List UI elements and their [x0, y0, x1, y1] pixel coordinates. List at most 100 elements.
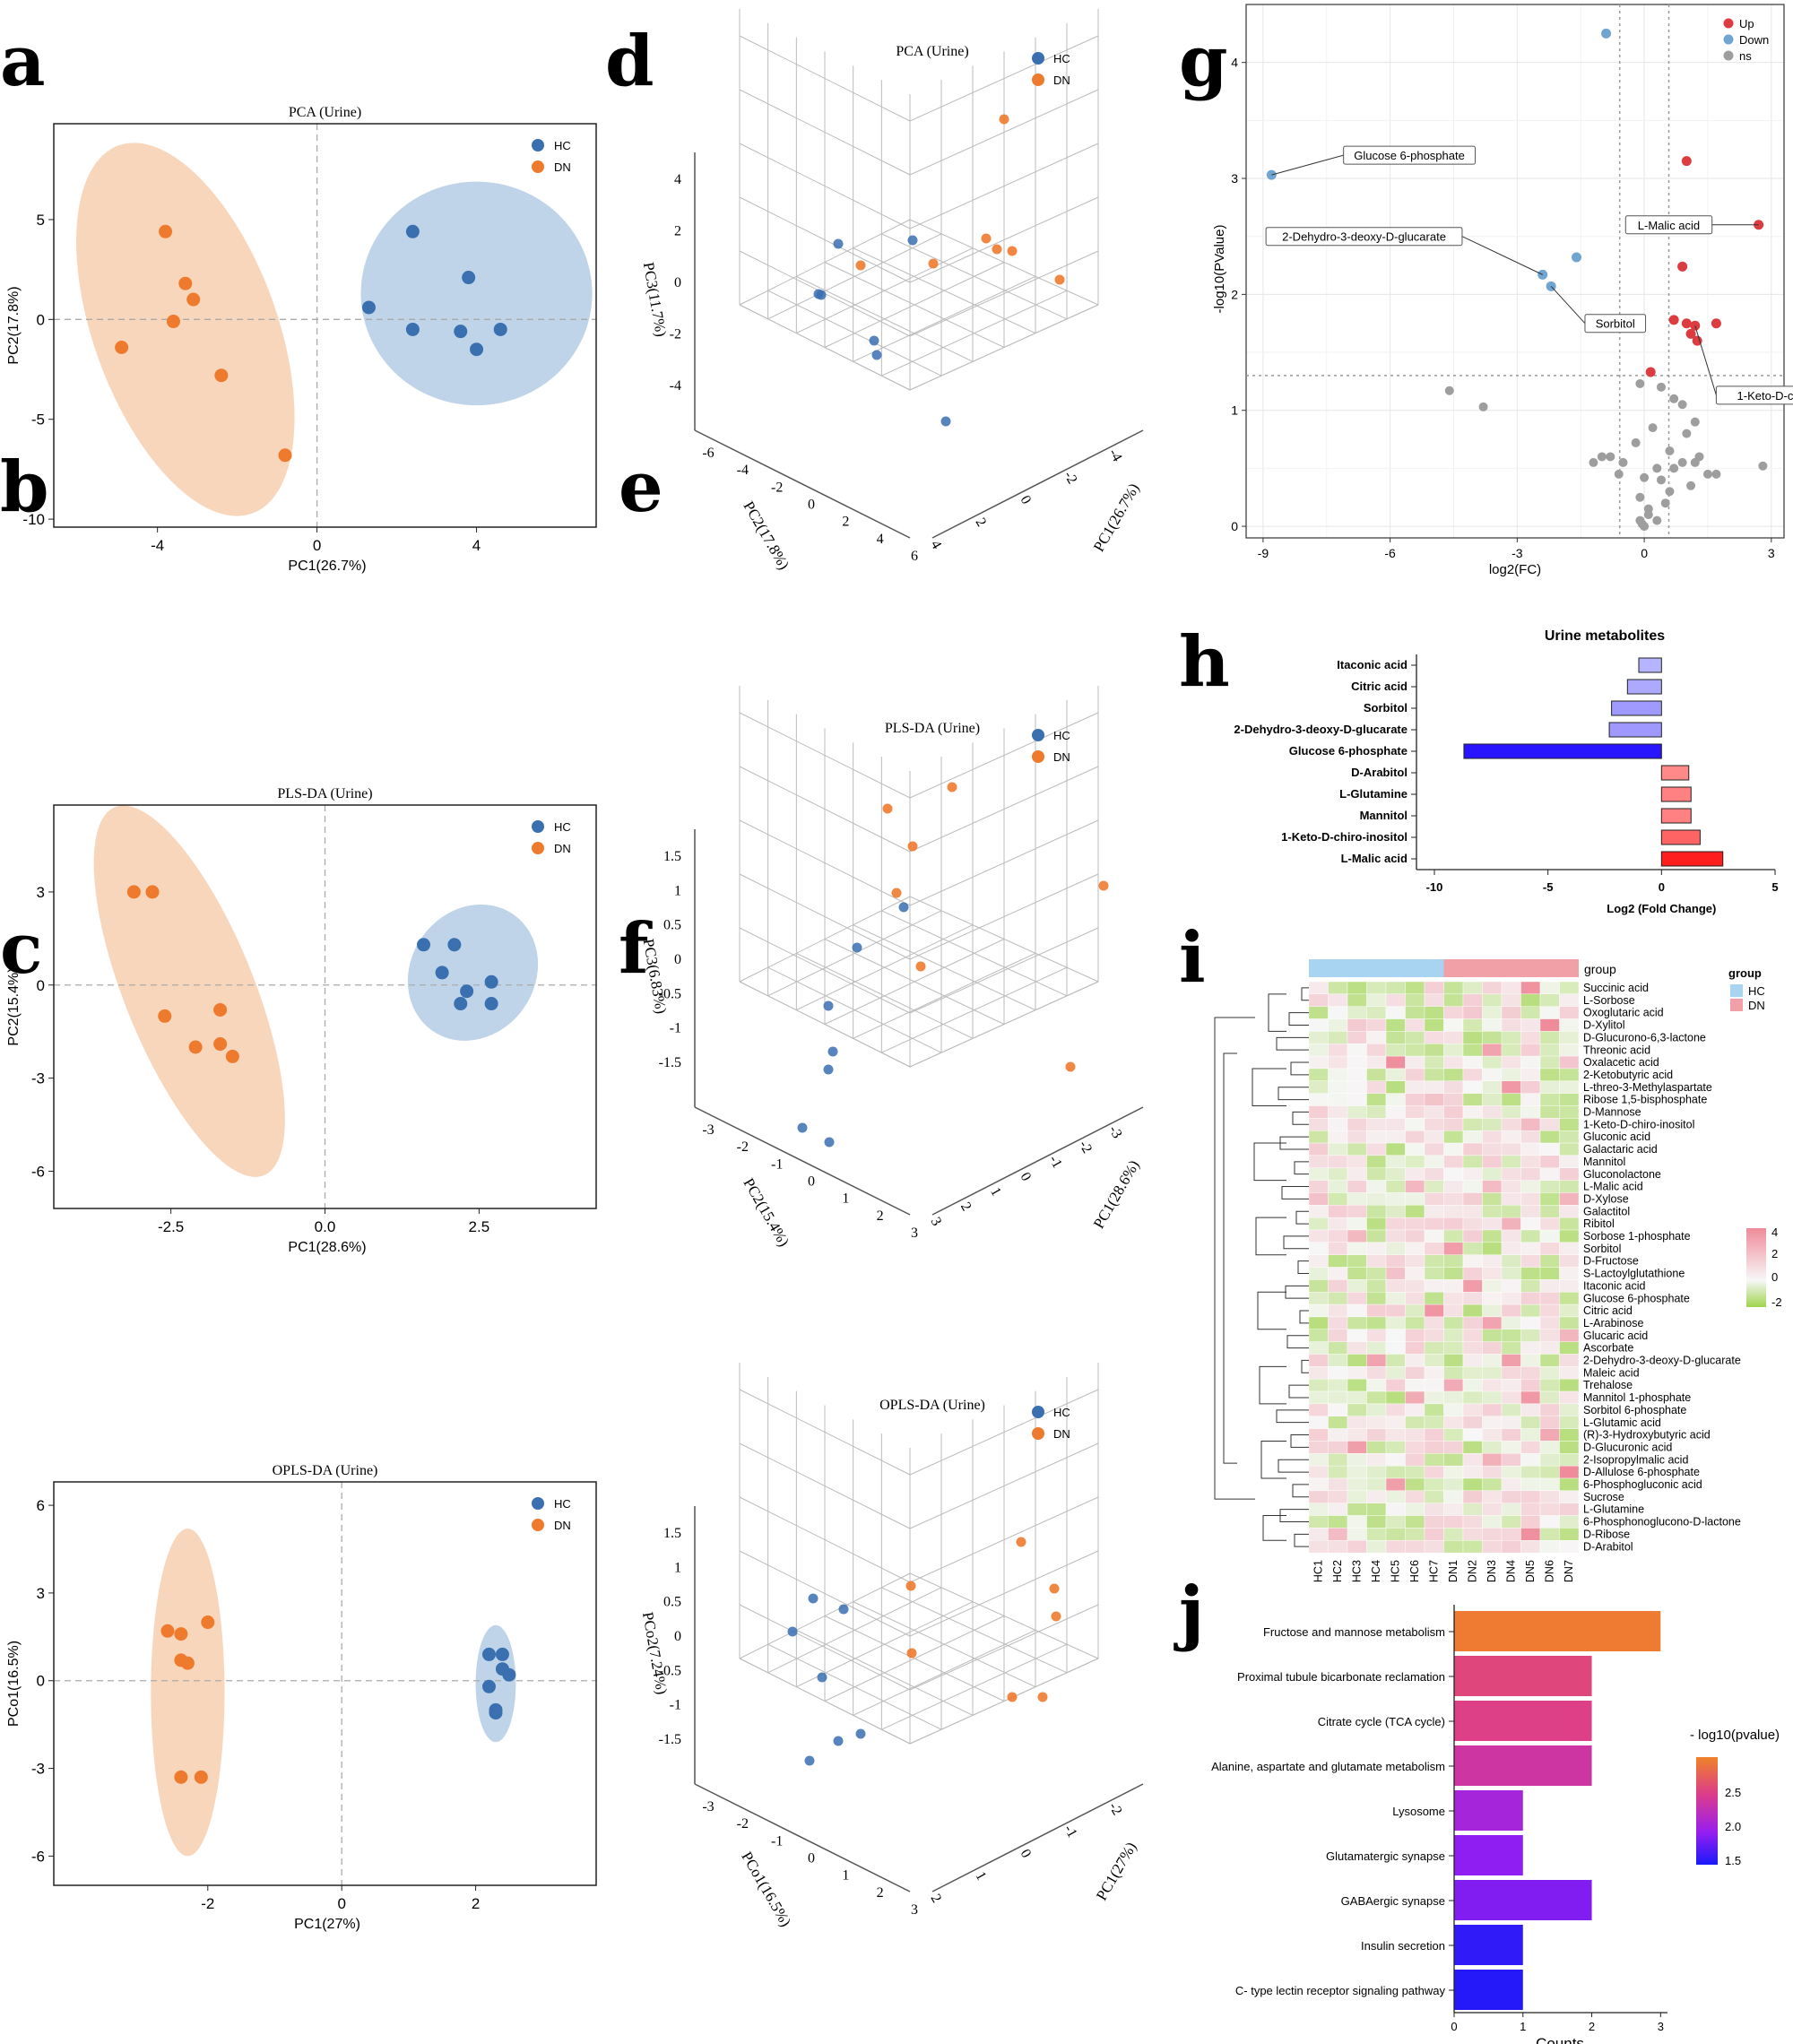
grid-line — [739, 1658, 911, 1745]
dendrogram-branch — [1278, 1459, 1309, 1473]
heatmap-cell — [1385, 1390, 1406, 1405]
heatmap-cell — [1424, 1477, 1444, 1492]
grid-line — [881, 910, 1068, 997]
legend-label-ns: ns — [1739, 49, 1752, 63]
row-label: D-Ribose — [1583, 1528, 1630, 1540]
dendrogram-branch — [1278, 1087, 1309, 1101]
heatmap-cell — [1385, 1441, 1406, 1454]
heatmap-cell — [1482, 1490, 1503, 1503]
row-label: 6-Phosphogluconic acid — [1583, 1478, 1702, 1491]
data-point-dn — [278, 448, 292, 463]
heatmap-cell — [1347, 1515, 1367, 1529]
point-label: L-Malic acid — [1638, 219, 1700, 232]
grid-line — [909, 1604, 1099, 1691]
scale-tick-label: 4 — [1771, 1226, 1778, 1239]
category-label: GABAergic synapse — [1341, 1894, 1445, 1908]
data-point-dn — [115, 341, 129, 355]
row-label: D-Xylose — [1583, 1192, 1629, 1205]
heatmap-cell — [1424, 1130, 1444, 1144]
heatmap-cell — [1559, 1180, 1580, 1193]
bar — [1660, 808, 1692, 824]
heatmap-cell — [1501, 1341, 1521, 1355]
panel-letter-b: b — [0, 446, 49, 528]
data-point-down — [1601, 28, 1612, 39]
heatmap-cell — [1539, 1044, 1560, 1057]
row-label: Sucrose — [1583, 1491, 1624, 1503]
data-point-ns — [1478, 402, 1488, 411]
heatmap-cell — [1462, 1055, 1483, 1070]
heatmap-cell — [1482, 1279, 1503, 1293]
data-point-dn — [928, 258, 939, 269]
heatmap-cell — [1347, 1403, 1367, 1416]
heatmap-cell — [1443, 1267, 1464, 1280]
heatmap-cell — [1520, 1390, 1541, 1405]
category-label: Glutamatergic synapse — [1326, 1849, 1445, 1863]
heatmap-cell — [1424, 1403, 1444, 1416]
dendrogram-branch — [1253, 1142, 1286, 1182]
axis-label-x: PC1(28.6%) — [1090, 1157, 1143, 1232]
tick-label-vertical: 0 — [674, 952, 681, 967]
heatmap-cell — [1308, 1540, 1329, 1554]
heatmap-cell — [1520, 1292, 1541, 1305]
row-label: Mannitol 1-phosphate — [1583, 1391, 1691, 1404]
heatmap-cell — [1559, 1341, 1580, 1355]
heatmap-cell — [1520, 1329, 1541, 1342]
category-label: Lysosome — [1392, 1805, 1445, 1818]
heatmap-cell — [1328, 1528, 1348, 1541]
heatmap-cell — [1308, 1416, 1329, 1429]
heatmap-cell — [1482, 1303, 1503, 1318]
tick-label-vertical: 0.5 — [663, 1595, 681, 1610]
heatmap-cell — [1424, 1316, 1444, 1330]
heatmap-cell — [1443, 1254, 1464, 1268]
heatmap-cell — [1328, 1441, 1348, 1454]
heatmap-cell — [1308, 1477, 1329, 1492]
heatmap-cell — [1501, 1055, 1521, 1070]
heatmap-cell — [1366, 1217, 1387, 1231]
grid-line — [909, 143, 1099, 230]
data-point-ns — [1656, 382, 1666, 392]
data-point-ns — [1660, 498, 1670, 508]
heatmap-cell — [1559, 1441, 1580, 1454]
heatmap-cell — [1501, 1080, 1521, 1094]
data-point-dn — [180, 1656, 195, 1670]
data-point-hc — [808, 1593, 819, 1604]
heatmap-cell — [1520, 1490, 1541, 1503]
data-point-hc — [823, 1000, 834, 1011]
heatmap-cell — [1308, 1503, 1329, 1516]
heatmap-cell — [1405, 1031, 1425, 1044]
row-label: Galactaric acid — [1583, 1143, 1658, 1156]
heatmap-cell — [1366, 1490, 1387, 1503]
heatmap-cell — [1539, 993, 1560, 1007]
category-label: Itaconic acid — [1337, 658, 1408, 671]
heatmap-cell — [1501, 1390, 1521, 1405]
tick-label-vertical: 0 — [674, 1629, 681, 1644]
legend-label-down: Down — [1739, 33, 1769, 47]
color-scale-bar — [1746, 1228, 1766, 1307]
row-label: D-Mannose — [1583, 1106, 1641, 1119]
heatmap-cell — [1347, 1093, 1367, 1106]
data-point-hc — [804, 1755, 815, 1766]
dendrogram-branch — [1292, 1484, 1309, 1498]
tick-label-left: -3 — [702, 1799, 714, 1814]
row-label: 2-Ketobutyric acid — [1583, 1069, 1673, 1081]
tick-label-right: 2 — [928, 1892, 945, 1905]
heatmap-cell — [1424, 1118, 1444, 1131]
row-label: D-Xylitol — [1583, 1019, 1625, 1032]
heatmap-cell — [1539, 1093, 1560, 1106]
y-tick-label: -3 — [31, 1761, 45, 1778]
heatmap-cell — [1539, 1192, 1560, 1206]
label-box — [1715, 385, 1793, 405]
heatmap-cell — [1539, 1354, 1560, 1367]
bar — [1660, 765, 1690, 781]
data-point-dn — [166, 315, 180, 329]
data-point-dn — [188, 1040, 203, 1054]
heatmap-cell — [1501, 1316, 1521, 1330]
heatmap-cell — [1462, 1093, 1483, 1106]
y-tick-label: -10 — [22, 511, 45, 528]
heatmap-cell — [1308, 1105, 1329, 1119]
row-label: Citric acid — [1583, 1304, 1633, 1317]
heatmap-cell — [1462, 1416, 1483, 1429]
scale-tick-label: 2.0 — [1725, 1820, 1741, 1833]
data-point-dn — [981, 233, 992, 244]
heatmap-cell — [1366, 1068, 1387, 1081]
